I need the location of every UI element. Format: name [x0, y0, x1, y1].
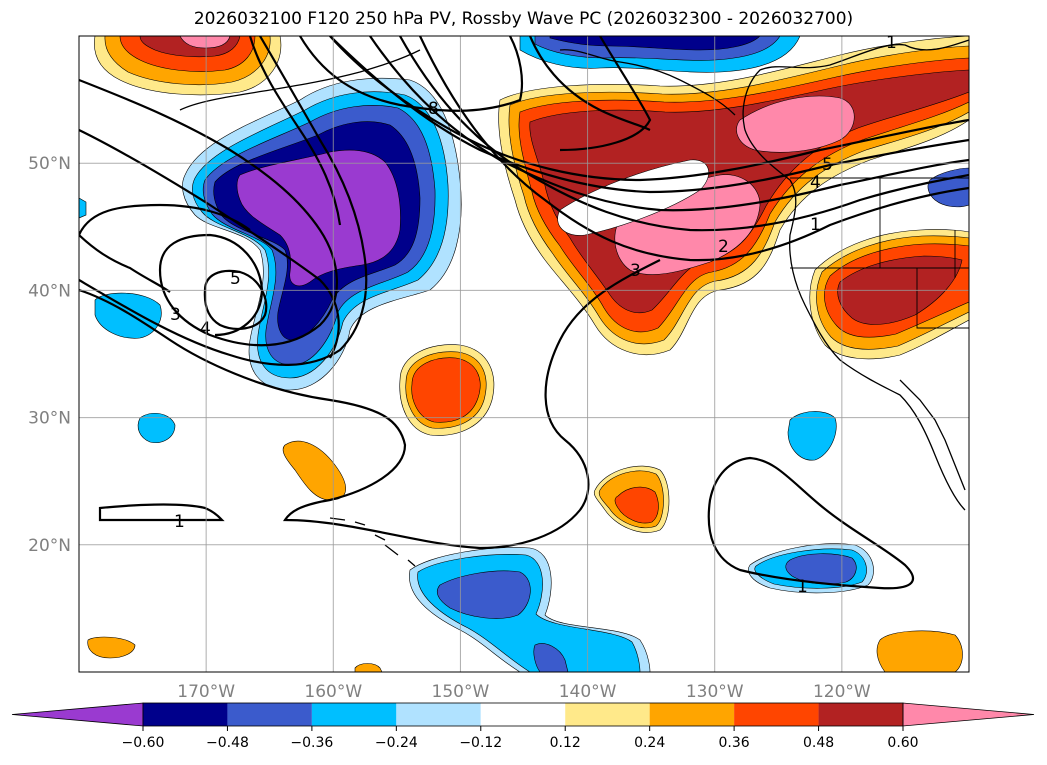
contour-loop-west [79, 203, 251, 236]
colorbar-extend-high [902, 702, 1035, 727]
colorbar-tick-label: 0.36 [719, 735, 750, 751]
colorbar-swatch [734, 703, 819, 726]
contour-3-east [559, 36, 652, 152]
gridlines [79, 36, 969, 672]
coastline-baja [899, 379, 966, 491]
contour-label: 1 [886, 33, 897, 53]
colorbar-tick-label: 0.60 [887, 735, 918, 751]
coastline-hawaii [329, 517, 416, 567]
contour-labels: 8 5 4 3 2 1 1 5 4 3 1 1 [170, 33, 897, 597]
colorbar-tick-label: 0.12 [550, 735, 581, 751]
contour-label: 4 [810, 173, 821, 193]
longitude-tick-label: 160°W [304, 682, 362, 702]
longitude-tick-label: 120°W [813, 682, 871, 702]
longitude-tick-label: 170°W [177, 682, 235, 702]
contour-1-subtropic-east [707, 456, 915, 590]
state-boundaries [790, 177, 969, 329]
colorbar-tick-label: −0.60 [122, 735, 165, 751]
latitude-tick-label: 40°N [28, 281, 71, 301]
map-title: 2026032100 F120 250 hPa PV, Rossby Wave … [193, 9, 854, 29]
contour-label: 1 [810, 215, 821, 235]
colorbar: −0.60 −0.48 −0.36 −0.24 −0.12 0.12 0.24 0.36 0.4… [11, 702, 1035, 751]
colorbar-swatch [649, 703, 735, 726]
negative-anomaly-small-3 [787, 411, 837, 461]
contour-label: 3 [170, 305, 181, 325]
contour-label: 4 [200, 319, 211, 339]
map-area: 8 5 4 3 2 1 1 5 4 3 1 1 [79, 33, 969, 672]
coastline-aleutians [179, 49, 421, 111]
contour-1-west [79, 36, 368, 366]
colorbar-extend-low [11, 702, 144, 727]
contour-central [79, 259, 661, 550]
colorbar-tick-label: 0.24 [634, 735, 665, 751]
positive-anomaly-small-sw [87, 636, 136, 659]
colorbar-tick-label: 0.48 [803, 735, 834, 751]
contour-8 [299, 36, 524, 112]
contour-2-east [419, 36, 969, 262]
contour-2-west [79, 129, 340, 359]
coastline-alaska-islands [559, 49, 736, 116]
colorbar-tick-label: −0.12 [459, 735, 502, 751]
colorbar-swatch [396, 703, 481, 726]
longitude-tick-label: 140°W [559, 682, 617, 702]
latitude-tick-label: 50°N [28, 154, 71, 174]
negative-anomaly-small-2 [137, 412, 176, 443]
contour-label: 3 [630, 261, 641, 281]
latitude-labels: 50°N 40°N 30°N 20°N [28, 154, 71, 556]
latitude-tick-label: 30°N [28, 409, 71, 429]
contour-3-west [79, 78, 339, 347]
colorbar-swatch [565, 703, 650, 726]
longitude-tick-label: 130°W [686, 682, 744, 702]
colorbar-tick-label: −0.48 [206, 735, 249, 751]
contour-label: 1 [797, 577, 808, 597]
negative-anomaly-small-5 [79, 197, 87, 219]
contour-label: 1 [174, 512, 185, 532]
contour-label: 8 [428, 99, 439, 119]
colorbar-tick-label: −0.24 [375, 735, 418, 751]
latitude-tick-label: 20°N [28, 536, 71, 556]
longitude-tick-label: 150°W [432, 682, 490, 702]
map-frame [78, 35, 970, 673]
colorbar-swatch [480, 703, 566, 726]
contour-1-subtropic-west [98, 503, 225, 522]
longitude-labels: 170°W 160°W 150°W 140°W 130°W 120°W [177, 682, 871, 702]
colorbar-swatch [818, 703, 903, 726]
contour-label: 5 [822, 155, 833, 175]
colorbar-tick-label: −0.36 [290, 735, 333, 751]
contour-1-belt [329, 36, 969, 182]
colorbar-swatch [143, 703, 228, 726]
colorbar-swatch [227, 703, 312, 726]
positive-anomaly-small-se [876, 630, 963, 672]
contour-label: 5 [230, 269, 241, 289]
colorbar-swatch [311, 703, 397, 726]
contour-5-west [203, 269, 268, 330]
contour-label: 2 [718, 237, 729, 257]
